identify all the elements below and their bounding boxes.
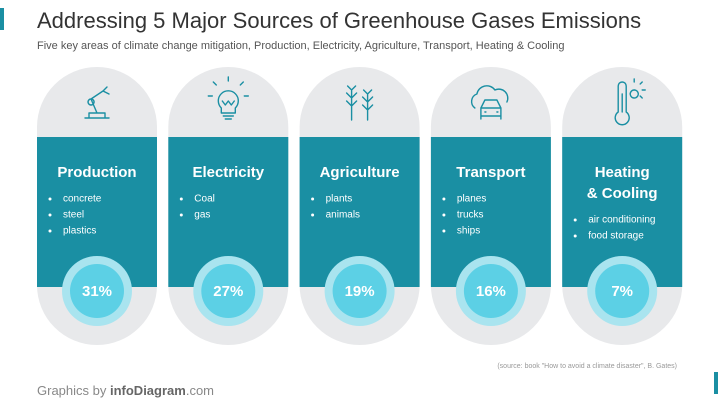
- card-icon: [470, 85, 509, 120]
- accent-marker: [714, 372, 718, 394]
- card: Production concrete steel plastics 31%: [37, 67, 157, 345]
- card-item: trucks: [457, 210, 484, 221]
- card-item: plastics: [63, 226, 96, 237]
- card: Transport planes trucks ships 16%: [430, 67, 551, 345]
- card-icon: [614, 78, 646, 126]
- bullet: [311, 197, 315, 201]
- card-item: ships: [457, 226, 480, 237]
- bullet: [573, 218, 577, 222]
- card-title: Production: [57, 164, 136, 181]
- bullet: [48, 229, 52, 233]
- bullet: [442, 229, 446, 233]
- card-icon: [207, 76, 250, 120]
- bullet: [179, 213, 183, 217]
- share-label: 7%: [611, 283, 633, 300]
- footer-prefix: Graphics by: [37, 383, 110, 398]
- footer-suffix: .com: [186, 383, 214, 398]
- card-item: planes: [457, 194, 486, 205]
- card-item: plants: [326, 194, 353, 205]
- card: Heating & Cooling air conditioning food sto…: [562, 67, 683, 345]
- source: (source: book "How to avoid a climate di…: [497, 363, 677, 370]
- card-title: & Cooling: [587, 185, 658, 202]
- footer: Graphics by infoDiagram.com: [37, 383, 214, 398]
- card-item: food storage: [588, 231, 644, 242]
- bullet: [179, 197, 183, 201]
- share-label: 27%: [213, 283, 243, 300]
- share-label: 16%: [476, 283, 506, 300]
- title: Addressing 5 Major Sources of Greenhouse…: [37, 8, 641, 33]
- card-item: steel: [63, 210, 84, 221]
- bullet: [48, 197, 52, 201]
- card-title: Heating: [595, 164, 650, 181]
- card-title: Transport: [456, 164, 525, 181]
- card-title: Electricity: [192, 164, 264, 181]
- card-item: Coal: [194, 194, 215, 205]
- share-disc: [463, 264, 518, 318]
- share-disc: [201, 264, 256, 318]
- card-item: concrete: [63, 194, 102, 205]
- bullet: [442, 213, 446, 217]
- accent-marker: [0, 8, 4, 30]
- bullet: [442, 197, 446, 201]
- bullet: [573, 234, 577, 238]
- card-item: gas: [194, 210, 210, 221]
- card: Electricity Coal gas 27%: [168, 67, 289, 345]
- card-icon: [345, 85, 374, 121]
- card-item: animals: [326, 210, 360, 221]
- bullet: [48, 213, 52, 217]
- subtitle: Five key areas of climate change mitigat…: [37, 40, 564, 52]
- card-title: Agriculture: [320, 164, 400, 181]
- card-item: air conditioning: [588, 215, 655, 226]
- share-label: 31%: [82, 283, 112, 300]
- card-icon: [84, 86, 110, 119]
- share-disc: [595, 264, 650, 318]
- footer-brand: infoDiagram: [110, 383, 186, 398]
- share-disc: [70, 264, 124, 318]
- bullet: [311, 213, 315, 217]
- share-label: 19%: [345, 283, 375, 300]
- card: Agriculture plants animals 19%: [299, 67, 420, 345]
- share-disc: [332, 264, 387, 318]
